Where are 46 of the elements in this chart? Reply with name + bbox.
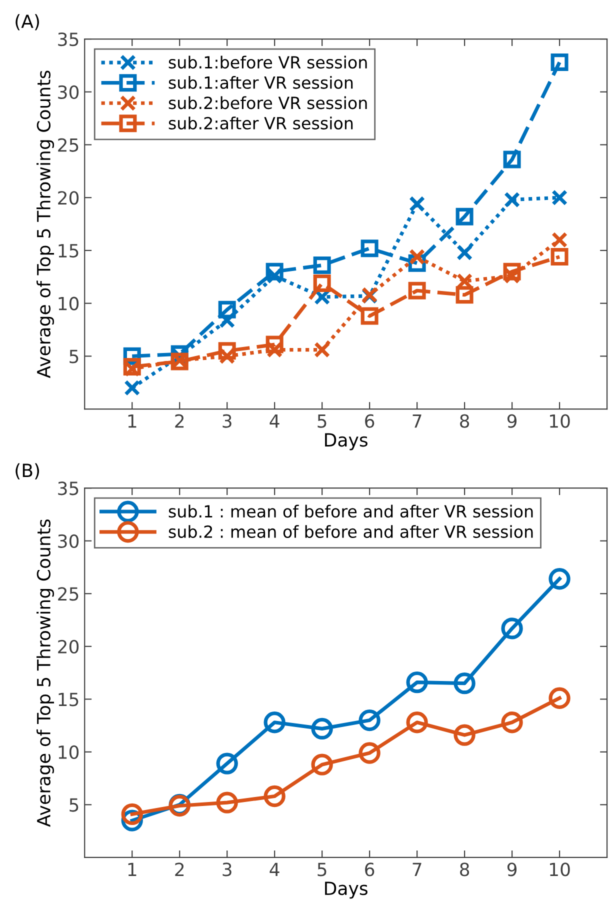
y-tick-label: 30 bbox=[58, 85, 79, 100]
x-tick-label: 7 bbox=[412, 414, 422, 428]
y-tick-label: 5 bbox=[70, 350, 78, 364]
y-axis-title: Average of Top 5 Throwing Counts bbox=[36, 70, 54, 378]
x-tick-label: 10 bbox=[550, 862, 570, 876]
legend-label: sub.2:before VR session bbox=[168, 96, 367, 110]
y-tick-label: 15 bbox=[58, 692, 78, 706]
legend-label: sub.1:after VR session bbox=[168, 76, 353, 89]
x-tick-label: 1 bbox=[128, 862, 136, 876]
x-tick-label: 9 bbox=[507, 414, 517, 428]
legend-label: sub.1:before VR session bbox=[168, 56, 367, 69]
x-tick-label: 5 bbox=[318, 862, 326, 876]
legend-label: sub.1 : mean of before and after VR session bbox=[168, 504, 533, 518]
x-tick-label: 3 bbox=[222, 862, 232, 876]
legend-label: sub.2:after VR session bbox=[168, 116, 353, 130]
y-tick-label: 35 bbox=[58, 482, 78, 496]
x-tick-label: 1 bbox=[128, 414, 136, 428]
y-tick-label: 25 bbox=[58, 587, 78, 601]
y-axis-title: Average of Top 5 Throwing Counts bbox=[36, 519, 54, 827]
x-tick-label: 6 bbox=[365, 862, 374, 876]
x-tick-label: 9 bbox=[507, 862, 517, 876]
x-tick-label: 2 bbox=[175, 414, 184, 428]
x-tick-label: 3 bbox=[222, 414, 232, 428]
x-axis-title: Days bbox=[325, 882, 368, 899]
y-tick-label: 35 bbox=[58, 32, 78, 46]
y-tick-label: 20 bbox=[58, 640, 79, 654]
y-tick-label: 25 bbox=[58, 138, 78, 152]
x-tick-label: 7 bbox=[412, 862, 422, 876]
x-tick-label: 8 bbox=[460, 862, 470, 876]
x-tick-label: 8 bbox=[460, 414, 470, 428]
x-tick-label: 2 bbox=[175, 862, 184, 876]
y-tick-label: 15 bbox=[58, 244, 78, 258]
text: (B) bbox=[16, 463, 40, 480]
y-tick-label: 10 bbox=[58, 296, 79, 310]
y-tick-label: 20 bbox=[58, 191, 79, 205]
text: (A) bbox=[16, 14, 39, 30]
x-tick-label: 4 bbox=[270, 414, 280, 428]
x-tick-label: 4 bbox=[270, 862, 280, 876]
x-tick-label: 10 bbox=[550, 414, 570, 428]
x-tick-label: 6 bbox=[365, 414, 374, 428]
y-tick-label: 30 bbox=[58, 534, 79, 548]
y-tick-label: 5 bbox=[70, 798, 78, 812]
x-axis-title: Days bbox=[325, 433, 368, 450]
y-tick-label: 10 bbox=[58, 745, 79, 760]
x-tick-label: 5 bbox=[318, 414, 326, 428]
legend-label: sub.2 : mean of before and after VR session bbox=[168, 525, 533, 538]
